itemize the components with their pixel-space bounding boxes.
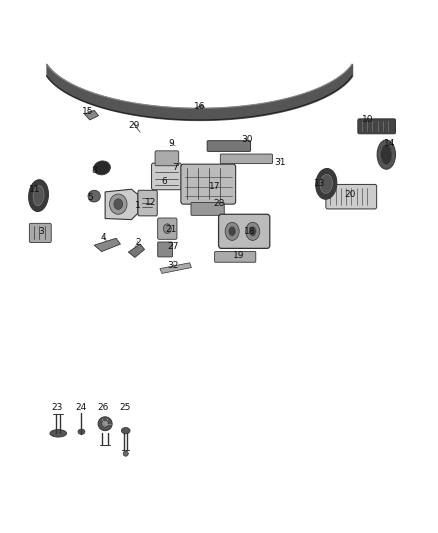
Text: 11: 11 [29,185,41,193]
Text: 30: 30 [242,135,253,144]
Ellipse shape [102,420,109,427]
FancyBboxPatch shape [29,223,51,243]
Text: 8: 8 [91,166,97,175]
Text: 17: 17 [209,182,220,191]
Text: 16: 16 [194,102,205,111]
Ellipse shape [377,140,396,169]
Text: 28: 28 [213,199,225,208]
Text: 10: 10 [362,116,374,124]
Text: 19: 19 [233,252,244,260]
Polygon shape [94,238,120,252]
FancyBboxPatch shape [152,163,181,190]
FancyBboxPatch shape [326,184,377,209]
Ellipse shape [98,417,112,431]
FancyBboxPatch shape [158,242,173,257]
Text: 6: 6 [161,177,167,185]
Text: 12: 12 [145,198,157,207]
FancyBboxPatch shape [207,141,251,151]
Text: 9: 9 [168,140,174,148]
Ellipse shape [110,194,127,214]
Ellipse shape [381,144,392,165]
Text: 24: 24 [75,403,87,412]
Text: 1: 1 [135,201,141,209]
Ellipse shape [88,190,100,202]
Text: 3: 3 [39,228,45,236]
Polygon shape [160,263,191,273]
FancyBboxPatch shape [158,218,177,239]
Polygon shape [128,244,145,257]
Text: 26: 26 [97,403,109,412]
Text: 15: 15 [82,108,93,116]
Text: 2: 2 [135,238,141,247]
Ellipse shape [121,427,130,434]
Ellipse shape [94,161,110,175]
Text: 21: 21 [165,225,177,233]
Ellipse shape [28,180,49,212]
Text: 5: 5 [87,193,93,201]
Text: 14: 14 [384,140,396,148]
Text: 7: 7 [172,164,178,172]
Ellipse shape [123,451,128,456]
Ellipse shape [320,174,332,193]
Ellipse shape [316,168,337,199]
FancyBboxPatch shape [181,164,236,204]
Text: 29: 29 [128,121,139,130]
Ellipse shape [114,199,123,209]
Polygon shape [105,189,138,220]
Ellipse shape [249,227,256,236]
FancyBboxPatch shape [215,252,256,262]
Ellipse shape [78,429,85,434]
Text: 20: 20 [345,190,356,199]
Text: 4: 4 [100,233,106,241]
Text: 18: 18 [244,228,255,236]
Text: 31: 31 [275,158,286,167]
Ellipse shape [163,224,171,233]
FancyBboxPatch shape [138,190,157,216]
FancyBboxPatch shape [191,203,224,215]
FancyBboxPatch shape [358,119,396,134]
FancyBboxPatch shape [155,151,179,166]
Text: 27: 27 [167,242,179,251]
Ellipse shape [33,185,44,206]
Ellipse shape [229,227,236,236]
Ellipse shape [246,222,260,240]
Text: 13: 13 [314,180,325,188]
Ellipse shape [225,222,239,240]
Text: 23: 23 [51,403,63,412]
FancyBboxPatch shape [219,214,270,248]
Polygon shape [85,110,99,120]
Ellipse shape [50,430,67,437]
Text: 32: 32 [167,261,179,270]
Text: 25: 25 [119,403,131,412]
Polygon shape [193,105,207,115]
FancyBboxPatch shape [220,154,272,164]
